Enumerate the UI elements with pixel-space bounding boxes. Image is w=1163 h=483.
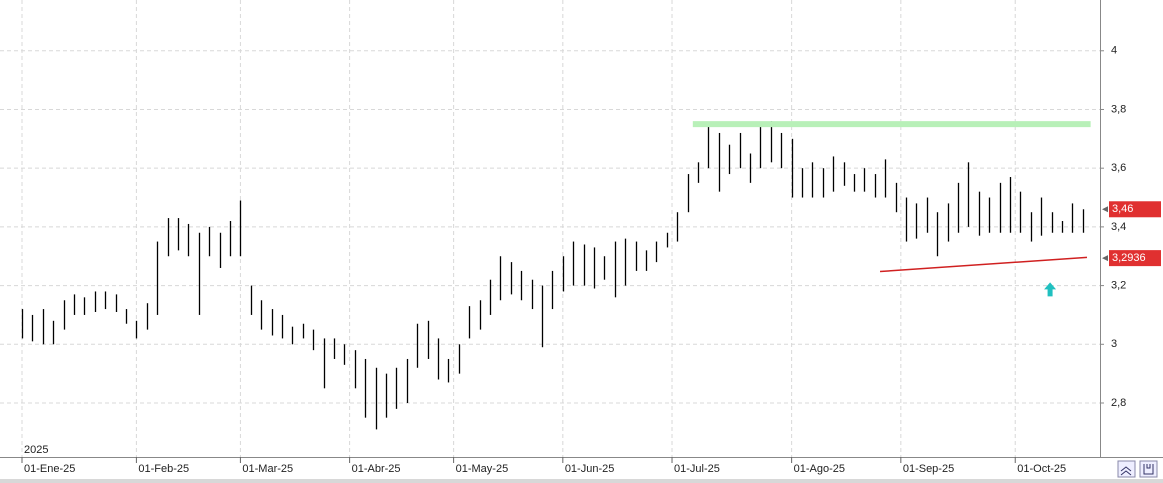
x-tick-label: 01-Sep-25 [903,463,954,475]
x-tick-label: 01-Abr-25 [352,463,401,475]
y-tick-label: 4 [1111,45,1117,57]
y-tick-label: 3,6 [1111,162,1126,174]
icon-button[interactable] [1139,460,1158,478]
y-tick-label: 3 [1111,338,1117,350]
x-tick-label: 01-Feb-25 [138,463,189,475]
year-label: 2025 [24,444,48,456]
x-tick-label: 01-Mar-25 [242,463,293,475]
icon-button[interactable] [1117,460,1136,478]
y-tick-label: 3,8 [1111,103,1126,115]
buy-arrow [1044,282,1057,297]
y-tick-label: 3,4 [1111,221,1126,233]
toolbar-icons [1117,460,1158,478]
price-label: 3,46 [1112,203,1133,215]
scrollbar[interactable] [0,479,1163,483]
x-tick-label: 01-May-25 [456,463,509,475]
x-tick-label: 01-Jul-25 [674,463,720,475]
x-tick-label: 01-Ene-25 [24,463,75,475]
icon-glyph [1143,464,1154,475]
price-label-box [1109,201,1161,218]
x-tick-label: 01-Oct-25 [1017,463,1066,475]
price-label: 3,2936 [1112,252,1146,264]
price-pointer [1102,255,1108,262]
y-tick-label: 2,8 [1111,397,1126,409]
trend-line [879,256,1088,273]
price-label-box [1109,250,1161,267]
y-tick-label: 3,2 [1111,279,1126,291]
x-tick-label: 01-Jun-25 [565,463,615,475]
price-pointer [1102,206,1108,213]
icon-glyph [1120,466,1132,476]
x-tick-label: 01-Ago-25 [794,463,845,475]
